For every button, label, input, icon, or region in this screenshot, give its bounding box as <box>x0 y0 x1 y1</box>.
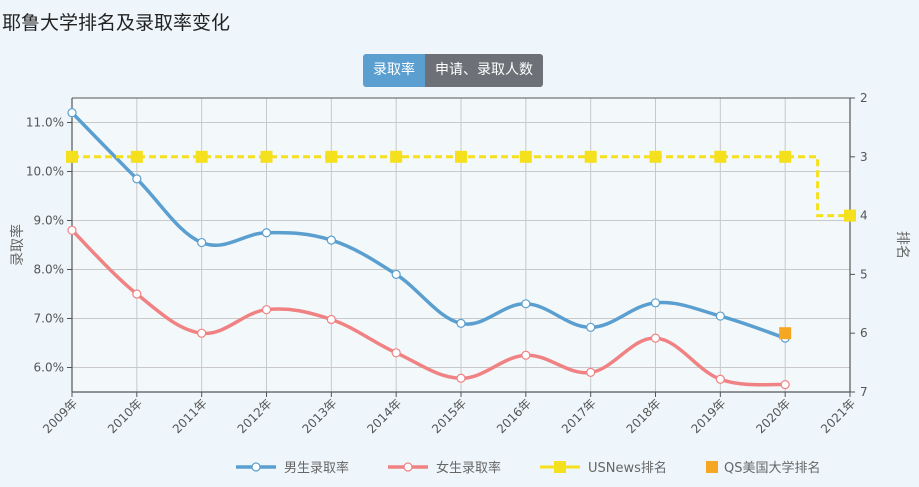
y-right-tick-label: 3 <box>860 150 868 164</box>
data-point-0 <box>586 322 596 332</box>
y-left-tick-label: 10.0% <box>26 165 64 179</box>
data-point-1 <box>456 373 466 383</box>
data-point-0 <box>132 174 142 184</box>
legend-item-1: 女生录取率 <box>388 460 501 476</box>
legend-marker <box>706 461 718 473</box>
x-tick-label: 2010年 <box>105 396 145 436</box>
x-tick-label: 2020年 <box>753 396 793 436</box>
x-tick-label: 2012年 <box>235 396 275 436</box>
x-tick-label: 2016年 <box>494 396 534 436</box>
legend-label: 男生录取率 <box>284 460 349 476</box>
data-point-2 <box>195 150 208 163</box>
legend-item-2: USNews排名 <box>540 460 667 476</box>
data-point-2 <box>519 150 532 163</box>
data-point-1 <box>391 348 401 358</box>
data-point-2 <box>130 150 143 163</box>
data-point-1 <box>586 367 596 377</box>
legend-item-3: QS美国大学排名 <box>706 460 821 476</box>
data-point-2 <box>584 150 597 163</box>
data-point-3 <box>779 327 792 340</box>
x-tick-label: 2009年 <box>40 396 80 436</box>
x-tick-label: 2011年 <box>170 396 210 436</box>
data-point-0 <box>67 108 77 118</box>
data-point-2 <box>390 150 403 163</box>
data-point-2 <box>714 150 727 163</box>
y-left-tick-label: 11.0% <box>26 116 64 130</box>
data-point-1 <box>197 328 207 338</box>
data-point-2 <box>649 150 662 163</box>
data-point-1 <box>715 374 725 384</box>
legend-label: USNews排名 <box>588 460 667 476</box>
y-left-axis-title: 录取率 <box>9 224 26 266</box>
x-tick-label: 2019年 <box>688 396 728 436</box>
legend-item-0: 男生录取率 <box>236 460 349 476</box>
y-left-tick-label: 6.0% <box>34 361 65 375</box>
tab-applicants-admitted[interactable]: 申请、录取人数 <box>425 54 543 87</box>
data-point-2 <box>779 150 792 163</box>
x-tick-label: 2017年 <box>559 396 599 436</box>
x-tick-label: 2013年 <box>299 396 339 436</box>
y-left-tick-label: 7.0% <box>34 312 65 326</box>
y-right-axis-title: 排名 <box>894 231 910 259</box>
y-right-tick-label: 7 <box>860 385 868 399</box>
data-point-1 <box>132 289 142 299</box>
data-point-2 <box>260 150 273 163</box>
y-right-tick-label: 4 <box>860 209 868 223</box>
tab-switcher: 录取率 申请、录取人数 <box>363 54 543 87</box>
x-tick-label: 2018年 <box>624 396 664 436</box>
data-point-1 <box>326 314 336 325</box>
y-right-tick-label: 2 <box>860 91 868 105</box>
data-point-2 <box>66 150 78 163</box>
y-right-tick-label: 6 <box>860 326 868 340</box>
legend-marker <box>403 462 413 472</box>
y-left-tick-label: 9.0% <box>34 214 65 228</box>
x-tick-label: 2014年 <box>364 396 404 436</box>
data-point-2 <box>844 209 856 222</box>
data-point-2 <box>325 150 338 163</box>
x-tick-label: 2015年 <box>429 396 469 436</box>
data-point-1 <box>650 333 661 343</box>
y-left-tick-label: 8.0% <box>34 263 65 277</box>
legend-marker <box>554 461 566 473</box>
page-title: 耶鲁大学排名及录取率变化 <box>2 12 231 34</box>
data-point-0 <box>391 269 401 279</box>
data-point-2 <box>455 150 467 163</box>
legend-label: QS美国大学排名 <box>724 460 821 476</box>
data-point-0 <box>261 228 272 238</box>
legend-label: 女生录取率 <box>436 460 501 476</box>
data-point-0 <box>650 298 661 308</box>
y-right-tick-label: 5 <box>860 267 868 281</box>
data-point-1 <box>780 380 790 390</box>
data-point-0 <box>456 318 466 328</box>
data-point-0 <box>715 311 725 321</box>
data-point-1 <box>521 350 531 360</box>
data-point-0 <box>197 237 207 248</box>
data-point-0 <box>326 235 336 245</box>
data-point-0 <box>521 299 531 309</box>
legend-marker <box>251 462 261 472</box>
series-line-1 <box>70 229 786 387</box>
x-tick-label: 2021年 <box>818 396 858 436</box>
data-point-1 <box>67 225 77 235</box>
data-point-1 <box>261 305 272 315</box>
tab-admission-rate[interactable]: 录取率 <box>363 54 425 87</box>
